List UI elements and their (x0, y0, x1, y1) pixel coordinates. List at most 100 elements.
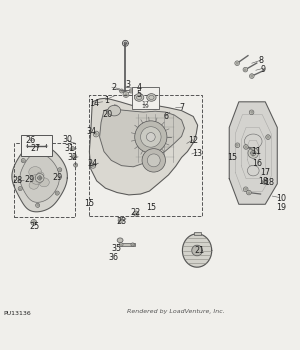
Text: 18: 18 (259, 177, 269, 186)
Ellipse shape (131, 243, 134, 246)
Ellipse shape (70, 147, 75, 151)
Ellipse shape (244, 145, 248, 149)
Text: 34: 34 (86, 127, 96, 136)
Text: 4: 4 (136, 83, 142, 92)
Text: 27: 27 (30, 144, 40, 153)
Ellipse shape (266, 135, 270, 139)
Ellipse shape (36, 203, 40, 207)
Ellipse shape (243, 67, 248, 72)
Text: Rendered by LoadVenture, Inc.: Rendered by LoadVenture, Inc. (127, 309, 224, 314)
Ellipse shape (249, 74, 254, 78)
Ellipse shape (243, 187, 248, 191)
Ellipse shape (147, 94, 156, 101)
Ellipse shape (142, 149, 166, 172)
Text: 21: 21 (194, 246, 204, 255)
Polygon shape (192, 245, 202, 256)
Ellipse shape (119, 243, 123, 247)
Text: 23: 23 (116, 217, 126, 226)
Text: 8: 8 (258, 56, 263, 65)
Ellipse shape (262, 180, 267, 184)
Text: 26: 26 (26, 136, 36, 145)
Ellipse shape (42, 149, 46, 153)
Ellipse shape (38, 176, 42, 180)
Text: 18: 18 (264, 178, 274, 187)
Polygon shape (12, 144, 67, 212)
Bar (89, 94, 202, 216)
Text: 29: 29 (52, 173, 62, 182)
Ellipse shape (29, 181, 38, 189)
Ellipse shape (18, 187, 22, 191)
Ellipse shape (235, 61, 239, 65)
Text: 10: 10 (276, 194, 286, 203)
Polygon shape (20, 154, 59, 202)
Text: 30: 30 (62, 135, 72, 144)
Ellipse shape (31, 174, 43, 184)
Bar (21, 135, 52, 156)
Ellipse shape (119, 89, 124, 93)
Ellipse shape (141, 127, 161, 147)
Ellipse shape (39, 178, 49, 187)
Ellipse shape (235, 143, 240, 148)
Text: 11: 11 (251, 147, 261, 156)
Text: 15: 15 (147, 203, 157, 212)
Text: 35: 35 (111, 244, 121, 253)
Bar (120, 243, 135, 246)
Ellipse shape (58, 168, 62, 172)
Bar (132, 87, 159, 109)
Text: 15: 15 (227, 153, 237, 162)
Text: PU13136: PU13136 (4, 311, 31, 316)
Ellipse shape (249, 110, 254, 115)
Ellipse shape (91, 163, 96, 168)
Ellipse shape (35, 174, 44, 182)
Text: 2: 2 (111, 83, 116, 92)
Ellipse shape (21, 159, 25, 163)
Text: 15: 15 (84, 199, 94, 208)
Text: 7: 7 (179, 103, 184, 112)
Ellipse shape (45, 144, 48, 147)
Bar (194, 232, 201, 235)
Ellipse shape (108, 105, 121, 116)
Text: 31: 31 (65, 144, 75, 153)
Text: 29: 29 (25, 175, 35, 184)
Ellipse shape (93, 131, 99, 137)
Text: 19: 19 (276, 203, 286, 212)
Ellipse shape (134, 211, 139, 216)
Ellipse shape (118, 218, 123, 223)
Text: 12: 12 (188, 136, 198, 145)
Text: 32: 32 (68, 153, 78, 162)
Text: 16: 16 (253, 159, 262, 168)
Text: 13: 13 (193, 148, 202, 158)
Ellipse shape (117, 238, 123, 243)
Text: 36: 36 (109, 253, 119, 262)
Ellipse shape (123, 92, 129, 97)
Text: 22: 22 (130, 208, 141, 217)
Ellipse shape (247, 190, 251, 195)
Text: 17: 17 (141, 101, 149, 106)
Ellipse shape (250, 150, 256, 156)
Text: 14: 14 (89, 99, 99, 108)
Text: 20: 20 (103, 110, 113, 119)
Ellipse shape (135, 121, 167, 153)
Polygon shape (182, 234, 212, 267)
Polygon shape (100, 108, 184, 167)
Ellipse shape (29, 167, 42, 177)
Ellipse shape (134, 94, 144, 101)
Ellipse shape (248, 148, 259, 158)
Text: 28: 28 (13, 176, 23, 186)
Text: 5: 5 (136, 90, 142, 99)
Text: 17: 17 (260, 168, 270, 176)
Text: 9: 9 (261, 64, 266, 74)
Text: 3: 3 (126, 80, 131, 89)
Polygon shape (89, 98, 198, 195)
Bar (14, 143, 75, 217)
Ellipse shape (55, 191, 59, 195)
Ellipse shape (25, 144, 29, 147)
Ellipse shape (129, 89, 133, 93)
Text: 24: 24 (88, 159, 98, 168)
Polygon shape (229, 102, 277, 204)
Ellipse shape (74, 163, 78, 167)
Ellipse shape (37, 172, 44, 178)
Text: 19: 19 (141, 104, 149, 109)
Text: 6: 6 (164, 112, 169, 121)
Text: 1: 1 (104, 96, 110, 105)
